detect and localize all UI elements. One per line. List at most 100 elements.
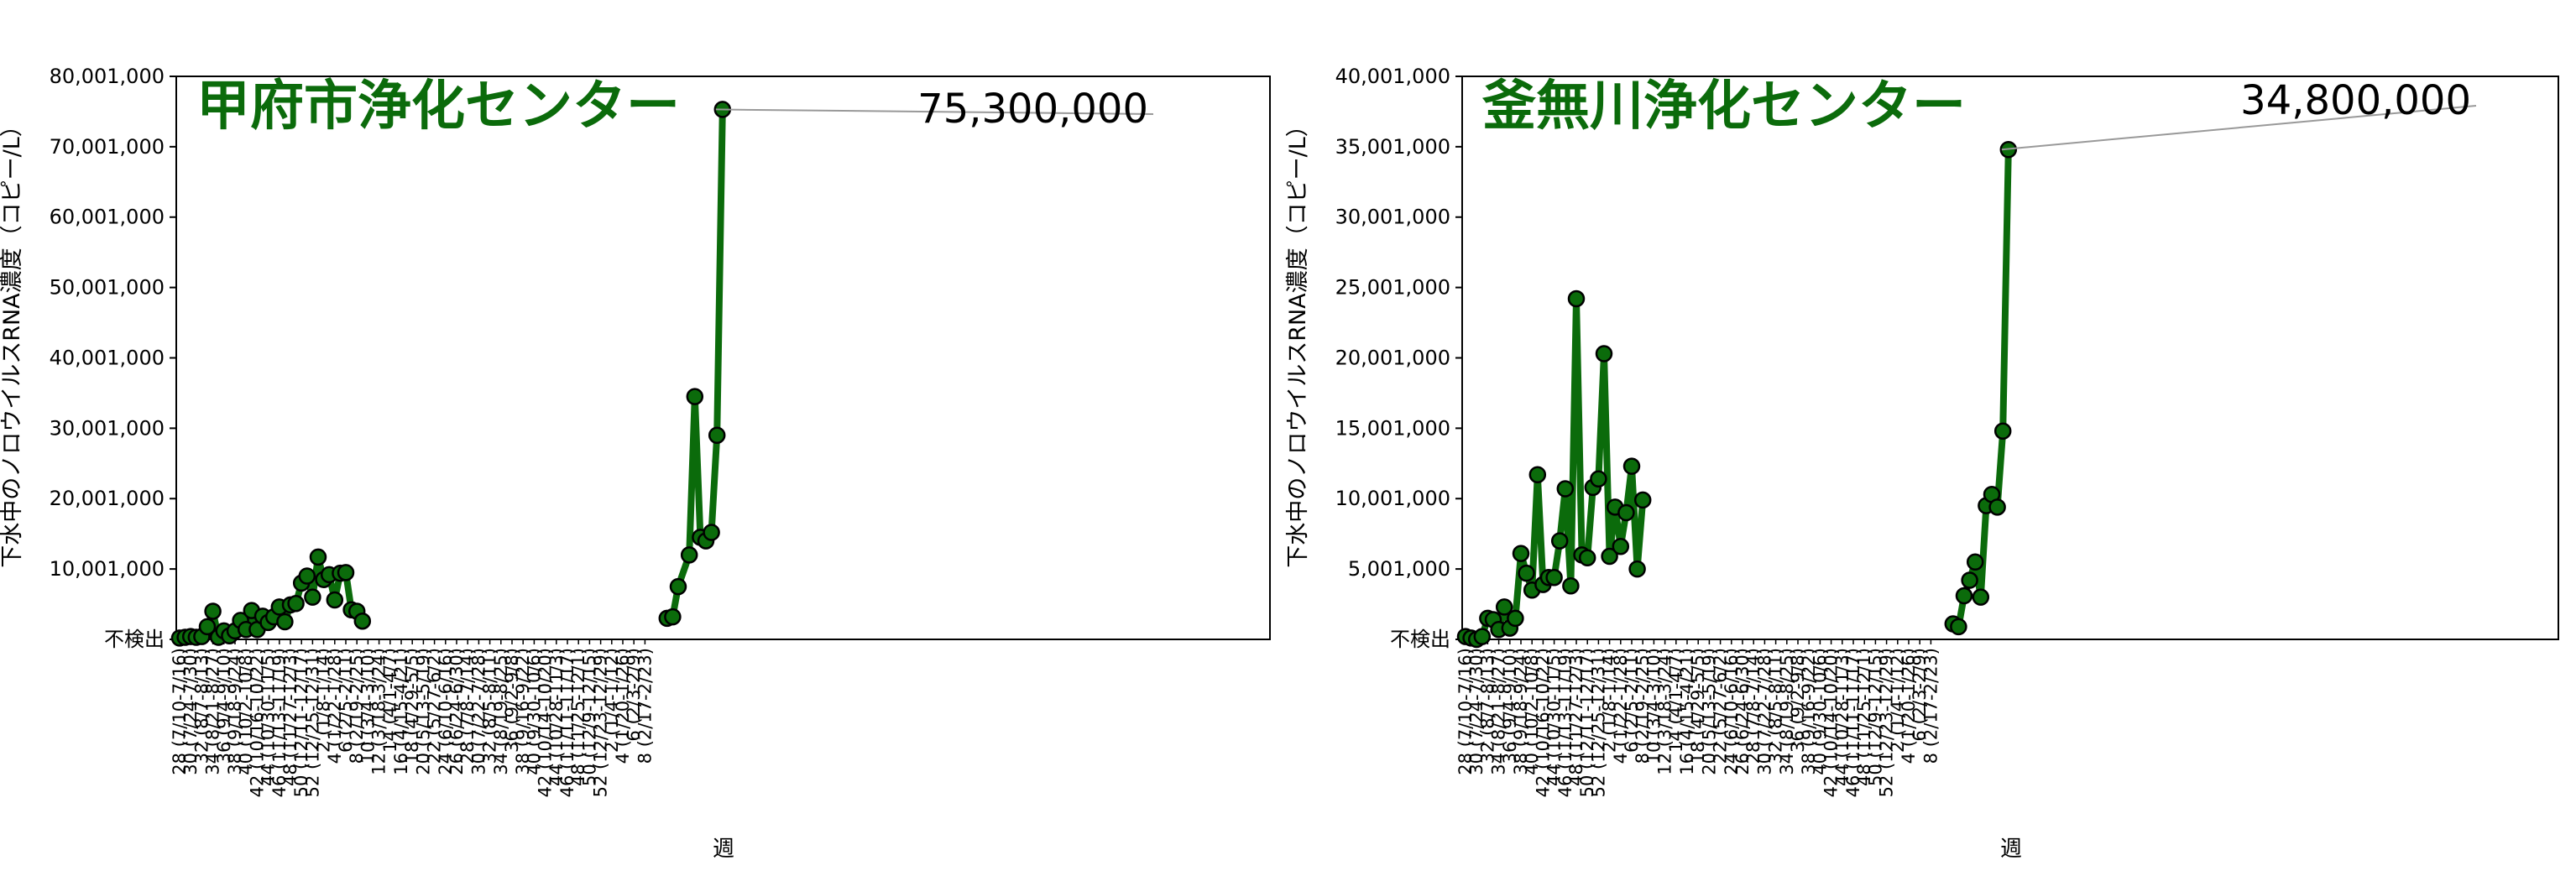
data-point xyxy=(1556,480,1575,498)
x-tick-label: 32 (8/7-8/13) xyxy=(1477,648,1497,764)
y-tick-label: 60,001,000 xyxy=(50,206,165,229)
x-tick-label: 32 (8/7-8/13) xyxy=(191,648,212,764)
x-tick-label: 52 (12/25-12/31) xyxy=(1588,648,1608,797)
y-tick-label: 20,001,000 xyxy=(50,487,165,510)
x-tick-label: 36 (9/2-9/8) xyxy=(502,648,522,753)
x-tick-label: 46 (11/11-11/17) xyxy=(1843,648,1863,797)
y-tick-label: 30,001,000 xyxy=(50,416,165,440)
x-tick-label: 40 (9/30-10/6) xyxy=(1810,648,1830,775)
x-tick-label: 6 (2/3-2/9) xyxy=(1910,648,1930,742)
x-tick-label: 30 (7/22-7/28) xyxy=(468,648,489,775)
x-tick-label: 22 (5/27-6/2) xyxy=(1711,648,1731,764)
x-tick-label: 32 (8/5-8/11) xyxy=(1766,648,1786,764)
x-tick-label: 6 (2/5-2/11) xyxy=(336,648,356,753)
x-tick-label: 36 (9/4-9/10) xyxy=(214,648,234,764)
data-point xyxy=(1622,457,1641,475)
x-tick-label: 40 (9/30-10/6) xyxy=(524,648,544,775)
x-tick-label: 50 (12/9-12/15) xyxy=(579,648,599,786)
data-point xyxy=(669,577,687,596)
data-point xyxy=(664,607,682,626)
x-tick-label: 48 (11/27-12/3) xyxy=(1566,648,1586,786)
data-point xyxy=(1988,498,2006,516)
y-tick-label: 不検出 xyxy=(1390,628,1450,651)
data-point xyxy=(1495,598,1513,616)
x-tick-label: 28 (7/8-7/14) xyxy=(457,648,478,764)
y-axis-label: 下水中のノロウイルスRNA濃度（コピー/L） xyxy=(0,114,25,568)
x-tick-label: 50 (12/9-12/15) xyxy=(1865,648,1885,786)
y-tick-label: 不検出 xyxy=(104,628,165,651)
y-tick-label: 30,001,000 xyxy=(1335,206,1450,229)
x-tick-label: 14 (4/1-4/7) xyxy=(1666,648,1686,753)
data-point xyxy=(326,591,344,609)
x-axis-label: 週 xyxy=(2000,837,2022,862)
x-tick-label: 16 (4/15-4/21) xyxy=(391,648,411,775)
x-tick-label: 50 (12/11-12/17) xyxy=(1577,648,1597,797)
data-point xyxy=(1601,547,1618,566)
x-tick-label: 12 (3/18-3/24) xyxy=(369,648,389,775)
x-tick-label: 8 (2/19-2/25) xyxy=(1633,648,1653,764)
x-tick-label: 28 (7/10-7/16) xyxy=(1455,648,1476,775)
y-tick-label: 50,001,000 xyxy=(50,276,165,300)
chart-title: 甲府市浄化センター xyxy=(196,76,680,138)
data-point xyxy=(1473,628,1492,645)
x-tick-label: 30 (7/22-7/28) xyxy=(1754,648,1774,775)
data-point xyxy=(198,618,217,636)
x-tick-label: 52 (12/25-12/31) xyxy=(302,648,322,797)
x-tick-label: 32 (8/5-8/11) xyxy=(480,648,500,764)
data-point xyxy=(1507,609,1524,628)
data-point xyxy=(1590,470,1607,488)
x-tick-label: 2 (1/8-1/14) xyxy=(314,648,334,753)
x-tick-label: 52 (12/23-12/29) xyxy=(1877,648,1897,797)
data-point xyxy=(276,613,294,631)
y-tick-label: 5,001,000 xyxy=(1348,557,1450,581)
x-tick-label: 6 (2/3-2/9) xyxy=(624,648,644,742)
x-tick-label: 44 (10/28-11/3) xyxy=(1832,648,1852,786)
x-tick-label: 28 (7/8-7/14) xyxy=(1743,648,1763,764)
x-tick-label: 42 (10/14-10/20) xyxy=(536,648,556,797)
data-point xyxy=(1955,587,1973,605)
x-tick-label: 12 (3/18-3/24) xyxy=(1655,648,1675,775)
data-point xyxy=(680,546,698,564)
data-point xyxy=(1612,538,1630,555)
x-tick-label: 52 (12/23-12/29) xyxy=(591,648,611,797)
x-tick-label: 46 (11/13-11/19) xyxy=(269,648,290,797)
x-tick-label: 48 (11/25-12/1) xyxy=(1854,648,1874,786)
chart-panel-kamanashi: 不検出 5,001,000 10,001,000 15,001,000 20,001,0… xyxy=(1285,65,2559,862)
data-point xyxy=(1993,422,2012,440)
x-tick-label: 34 (8/21-8/27) xyxy=(203,648,223,775)
x-tick-label: 8 (2/19-2/25) xyxy=(347,648,367,764)
data-point xyxy=(686,388,704,405)
annotation-leader xyxy=(2001,105,2477,151)
y-tick-label: 80,001,000 xyxy=(50,65,165,88)
x-tick-label: 46 (11/13-11/19) xyxy=(1555,648,1575,797)
x-tick-label: 10 (3/4-3/10) xyxy=(1643,648,1664,764)
chart-panel-kofu: 不検出 10,001,000 20,001,000 30,001,000 40,001,… xyxy=(0,65,1271,862)
x-tick-label: 2 (1/8-1/14) xyxy=(1600,648,1620,753)
series-line xyxy=(1462,295,1647,643)
y-tick-label: 15,001,000 xyxy=(1335,416,1450,440)
data-point xyxy=(1545,568,1563,587)
data-point xyxy=(1562,577,1580,595)
x-tick-label: 8 (2/17-2/23) xyxy=(635,648,655,764)
x-tick-label: 26 (6/24-6/30) xyxy=(1732,648,1753,775)
data-point xyxy=(1567,289,1586,308)
x-tick-label: 46 (11/11-11/17) xyxy=(557,648,577,797)
x-tick-label: 40 (10/2-10/8) xyxy=(236,648,256,775)
x-tick-label: 34 (8/19-8/25) xyxy=(491,648,511,775)
data-point xyxy=(1550,532,1569,550)
x-tick-label: 44 (10/28-11/3) xyxy=(546,648,567,786)
data-point xyxy=(353,612,372,630)
x-tick-label: 2 (1/4-1/12) xyxy=(602,648,622,753)
x-tick-label: 20 (5/13-5/19) xyxy=(1699,648,1719,775)
annotation-leader xyxy=(715,108,1154,115)
data-point xyxy=(1633,491,1652,509)
data-point xyxy=(708,426,726,445)
data-point xyxy=(1512,545,1530,562)
series-line xyxy=(1949,146,2012,630)
x-tick-label: 4 (1/22-1/28) xyxy=(1611,648,1631,764)
y-tick-label: 10,001,000 xyxy=(1335,487,1450,510)
data-point xyxy=(337,564,355,581)
x-tick-label: 18 (4/29-5/5) xyxy=(1688,648,1708,764)
data-point xyxy=(1528,466,1547,483)
